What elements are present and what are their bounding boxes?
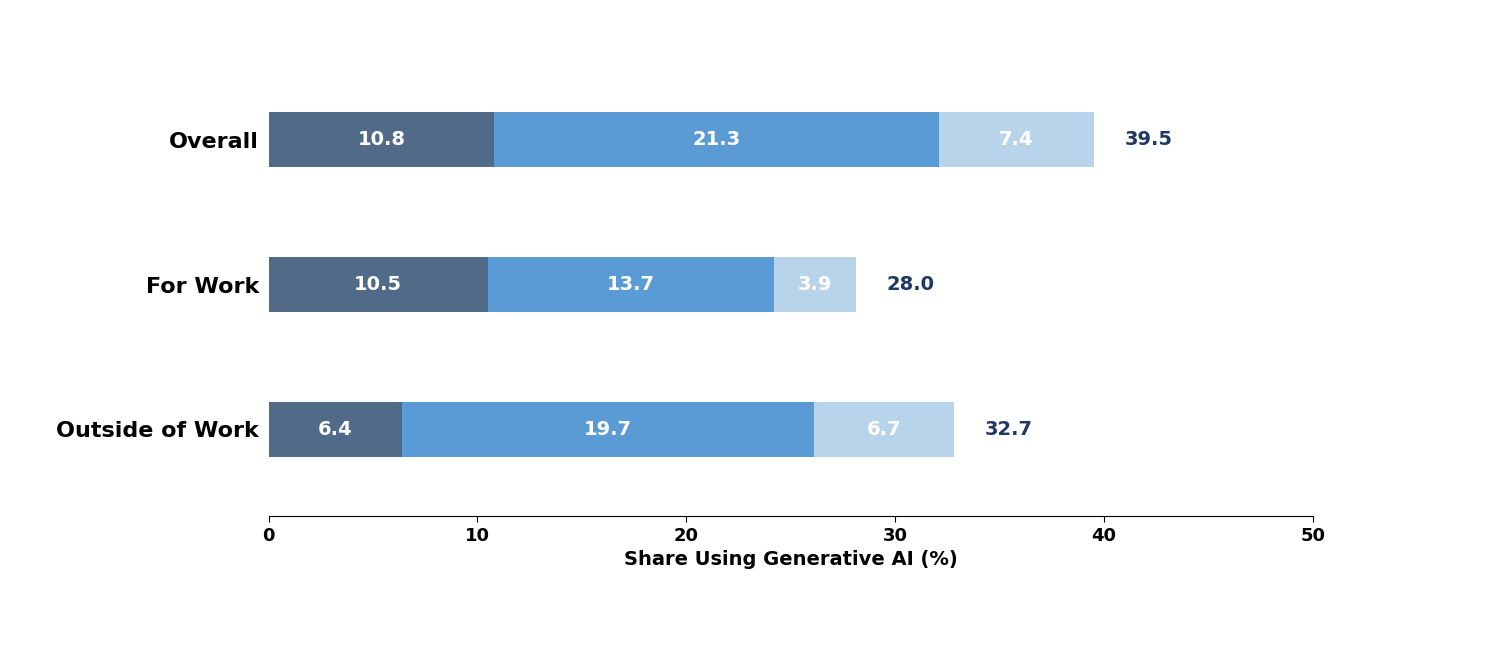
Text: 3.9: 3.9 <box>798 275 833 294</box>
Text: 7.4: 7.4 <box>1000 130 1034 150</box>
Text: 32.7: 32.7 <box>985 420 1032 439</box>
Text: 6.4: 6.4 <box>318 420 352 439</box>
Bar <box>494 113 938 167</box>
Bar <box>269 257 488 312</box>
Bar <box>813 402 953 457</box>
X-axis label: Share Using Generative AI (%): Share Using Generative AI (%) <box>624 550 958 569</box>
Bar <box>488 257 774 312</box>
Text: 10.5: 10.5 <box>354 275 403 294</box>
Bar <box>269 402 403 457</box>
Bar <box>938 113 1094 167</box>
Text: 19.7: 19.7 <box>583 420 633 439</box>
Text: 39.5: 39.5 <box>1125 130 1173 150</box>
Text: 21.3: 21.3 <box>692 130 740 150</box>
Bar <box>774 257 855 312</box>
Text: 13.7: 13.7 <box>607 275 655 294</box>
Bar <box>403 402 813 457</box>
Text: 6.7: 6.7 <box>867 420 901 439</box>
Text: 10.8: 10.8 <box>358 130 406 150</box>
Text: 28.0: 28.0 <box>886 275 935 294</box>
Bar <box>269 113 494 167</box>
